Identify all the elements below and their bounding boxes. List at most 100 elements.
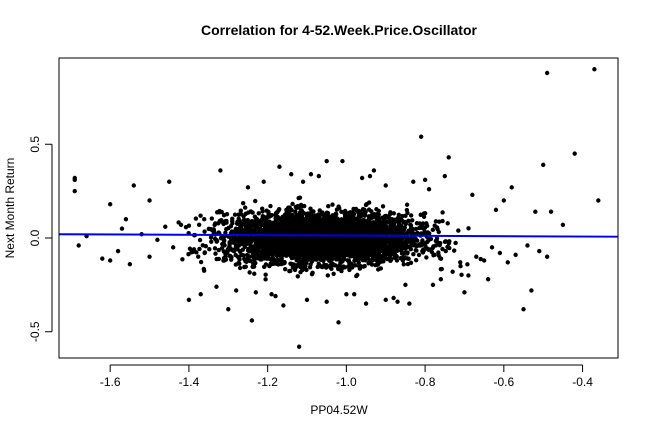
data-point [223, 230, 228, 235]
data-point [232, 212, 238, 217]
data-point [347, 263, 352, 268]
data-point [396, 221, 402, 226]
data-point [352, 249, 358, 254]
data-point [300, 250, 306, 256]
data-point [596, 198, 601, 203]
data-point [427, 231, 432, 236]
data-point [193, 216, 199, 221]
data-point [338, 253, 343, 259]
data-point [300, 179, 306, 184]
data-point [414, 248, 419, 253]
data-point [203, 243, 208, 249]
data-point [458, 260, 463, 265]
data-point [294, 213, 299, 218]
data-point [380, 215, 385, 220]
data-point [533, 209, 538, 214]
data-point [388, 231, 393, 236]
data-point [321, 247, 326, 253]
data-point [202, 229, 207, 234]
data-point [425, 239, 430, 244]
data-point [389, 235, 394, 241]
x-axis: -1.6 -1.4 -1.2 -1.0 -0.8 -0.6 -0.4 [100, 364, 593, 389]
data-point [384, 245, 389, 251]
data-point [388, 247, 394, 252]
data-point [424, 255, 429, 260]
data-point [269, 292, 274, 297]
data-point [436, 240, 442, 246]
data-point [347, 252, 352, 257]
data-point [439, 266, 444, 272]
data-point [233, 252, 238, 258]
data-point [466, 226, 471, 231]
data-point [387, 212, 393, 217]
data-point [352, 228, 357, 234]
data-point [400, 258, 406, 263]
data-point [259, 221, 264, 226]
data-point [425, 246, 430, 251]
data-point [147, 198, 152, 203]
data-point [363, 301, 369, 306]
data-point [266, 240, 272, 245]
data-point [371, 168, 377, 173]
data-point [317, 217, 323, 222]
data-point [328, 225, 333, 231]
data-point [304, 297, 310, 303]
data-point [485, 277, 491, 282]
data-point [294, 218, 300, 224]
data-point [290, 214, 295, 220]
data-point [316, 173, 322, 179]
data-point [208, 235, 214, 240]
data-point [282, 260, 287, 266]
data-point [383, 183, 388, 188]
data-point [406, 244, 412, 250]
data-point [308, 218, 313, 223]
data-point [323, 226, 328, 232]
data-point [399, 251, 405, 256]
data-point [281, 303, 286, 308]
data-point [544, 70, 550, 76]
data-point [376, 239, 381, 245]
data-point [375, 262, 381, 267]
data-point [237, 220, 243, 225]
data-point [357, 209, 363, 214]
data-point [273, 235, 279, 241]
data-point [326, 204, 331, 209]
data-point [280, 220, 286, 225]
data-point [356, 213, 362, 218]
data-point [353, 222, 358, 227]
data-point [458, 263, 463, 269]
data-point [505, 260, 510, 265]
data-point [293, 209, 298, 214]
data-point [419, 231, 424, 236]
data-point [339, 209, 344, 214]
data-point [434, 225, 440, 230]
data-point [478, 256, 483, 262]
data-point [401, 242, 406, 247]
data-point [339, 217, 344, 222]
data-point [330, 202, 335, 207]
data-point [509, 185, 514, 190]
data-point [413, 226, 419, 232]
data-point [287, 268, 292, 274]
data-point [420, 250, 426, 255]
data-point [231, 229, 236, 234]
data-point [226, 307, 231, 312]
data-point [201, 268, 207, 273]
data-point [377, 252, 382, 257]
data-point [273, 293, 278, 299]
data-point [403, 282, 408, 288]
data-point [196, 222, 202, 227]
data-point [209, 216, 215, 221]
data-point [403, 213, 408, 219]
data-point [409, 239, 415, 244]
data-point [354, 273, 359, 279]
data-point [375, 244, 380, 249]
data-point [264, 244, 270, 249]
data-point [298, 269, 303, 275]
data-point [309, 251, 314, 256]
data-point [316, 261, 321, 266]
data-point [269, 213, 275, 218]
data-point [345, 258, 350, 263]
data-point [332, 249, 337, 255]
